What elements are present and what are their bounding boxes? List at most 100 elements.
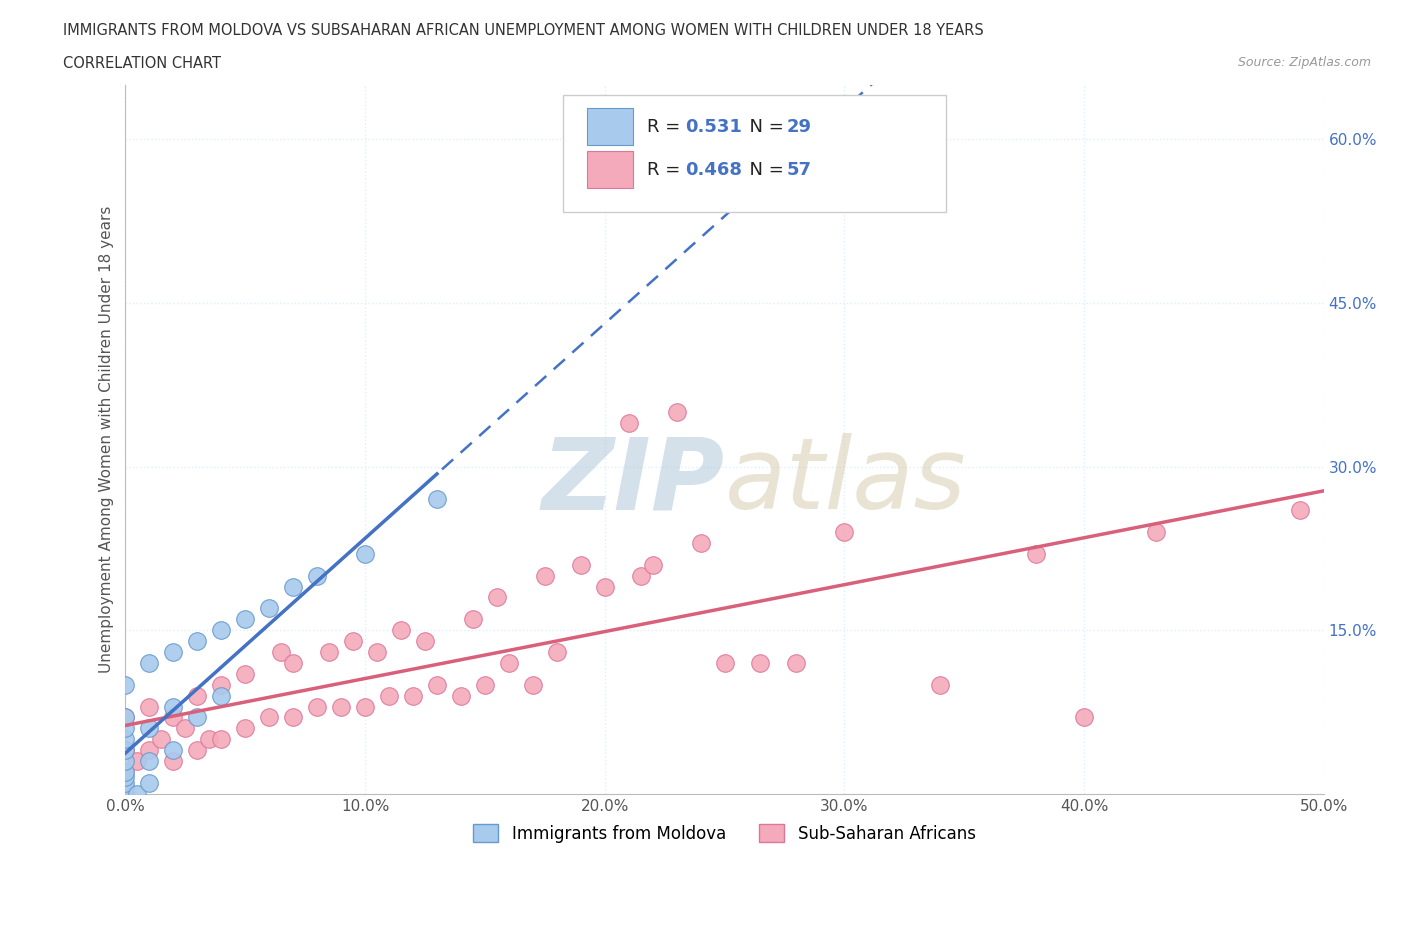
- Point: [138, 721, 160, 736]
- Point: [186, 743, 208, 758]
- Text: 0.531: 0.531: [685, 118, 742, 137]
- Point: [114, 770, 136, 785]
- Point: [114, 764, 136, 779]
- Point: [209, 732, 232, 747]
- Point: [834, 525, 856, 539]
- Point: [533, 568, 555, 583]
- Point: [569, 557, 592, 572]
- Point: [138, 743, 160, 758]
- Text: ZIP: ZIP: [541, 433, 724, 530]
- Point: [138, 753, 160, 768]
- Legend: Immigrants from Moldova, Sub-Saharan Africans: Immigrants from Moldova, Sub-Saharan Afr…: [467, 817, 983, 849]
- Point: [1025, 546, 1047, 561]
- Point: [114, 753, 136, 768]
- Point: [689, 536, 711, 551]
- Point: [198, 732, 221, 747]
- Point: [283, 710, 305, 724]
- Point: [318, 644, 340, 659]
- Point: [749, 656, 772, 671]
- Point: [593, 579, 616, 594]
- Point: [114, 677, 136, 692]
- Point: [450, 688, 472, 703]
- Point: [162, 710, 184, 724]
- Point: [127, 753, 149, 768]
- Point: [546, 644, 568, 659]
- FancyBboxPatch shape: [586, 151, 634, 188]
- Text: Source: ZipAtlas.com: Source: ZipAtlas.com: [1237, 56, 1371, 69]
- Point: [127, 787, 149, 802]
- FancyBboxPatch shape: [586, 108, 634, 145]
- Point: [1288, 503, 1310, 518]
- Point: [114, 710, 136, 724]
- Point: [270, 644, 292, 659]
- Point: [630, 568, 652, 583]
- Point: [114, 710, 136, 724]
- Point: [114, 776, 136, 790]
- Point: [257, 601, 280, 616]
- Point: [330, 699, 353, 714]
- Point: [283, 656, 305, 671]
- Point: [114, 743, 136, 758]
- Point: [378, 688, 401, 703]
- Y-axis label: Unemployment Among Women with Children Under 18 years: Unemployment Among Women with Children U…: [100, 206, 114, 673]
- Point: [665, 405, 688, 419]
- Point: [138, 776, 160, 790]
- Point: [162, 699, 184, 714]
- Point: [257, 710, 280, 724]
- Point: [114, 781, 136, 796]
- Point: [233, 721, 256, 736]
- Point: [617, 416, 640, 431]
- Point: [498, 656, 520, 671]
- Text: IMMIGRANTS FROM MOLDOVA VS SUBSAHARAN AFRICAN UNEMPLOYMENT AMONG WOMEN WITH CHIL: IMMIGRANTS FROM MOLDOVA VS SUBSAHARAN AF…: [63, 23, 984, 38]
- Text: 57: 57: [787, 161, 811, 179]
- FancyBboxPatch shape: [562, 96, 946, 212]
- Text: 29: 29: [787, 118, 811, 137]
- Text: R =: R =: [647, 118, 686, 137]
- Point: [233, 667, 256, 682]
- Point: [174, 721, 197, 736]
- Point: [186, 710, 208, 724]
- Point: [413, 633, 436, 648]
- Point: [641, 557, 664, 572]
- Point: [209, 688, 232, 703]
- Point: [366, 644, 388, 659]
- Point: [929, 677, 952, 692]
- Point: [354, 546, 377, 561]
- Point: [114, 721, 136, 736]
- Point: [209, 623, 232, 638]
- Point: [485, 590, 508, 604]
- Point: [162, 743, 184, 758]
- Point: [186, 688, 208, 703]
- Point: [522, 677, 544, 692]
- Point: [186, 633, 208, 648]
- Point: [307, 568, 329, 583]
- Text: N =: N =: [738, 118, 789, 137]
- Point: [162, 644, 184, 659]
- Point: [389, 623, 412, 638]
- Point: [150, 732, 173, 747]
- Point: [283, 579, 305, 594]
- Text: 0.468: 0.468: [685, 161, 742, 179]
- Point: [426, 492, 449, 507]
- Point: [114, 787, 136, 802]
- Point: [474, 677, 496, 692]
- Point: [785, 656, 807, 671]
- Point: [402, 688, 425, 703]
- Point: [307, 699, 329, 714]
- Point: [233, 612, 256, 627]
- Point: [426, 677, 449, 692]
- Point: [114, 764, 136, 779]
- Point: [461, 612, 484, 627]
- Text: atlas: atlas: [724, 433, 966, 530]
- Point: [114, 787, 136, 802]
- Point: [1144, 525, 1167, 539]
- Point: [354, 699, 377, 714]
- Point: [114, 743, 136, 758]
- Point: [138, 656, 160, 671]
- Point: [1073, 710, 1095, 724]
- Point: [162, 753, 184, 768]
- Point: [209, 677, 232, 692]
- Point: [138, 699, 160, 714]
- Point: [114, 732, 136, 747]
- Text: R =: R =: [647, 161, 686, 179]
